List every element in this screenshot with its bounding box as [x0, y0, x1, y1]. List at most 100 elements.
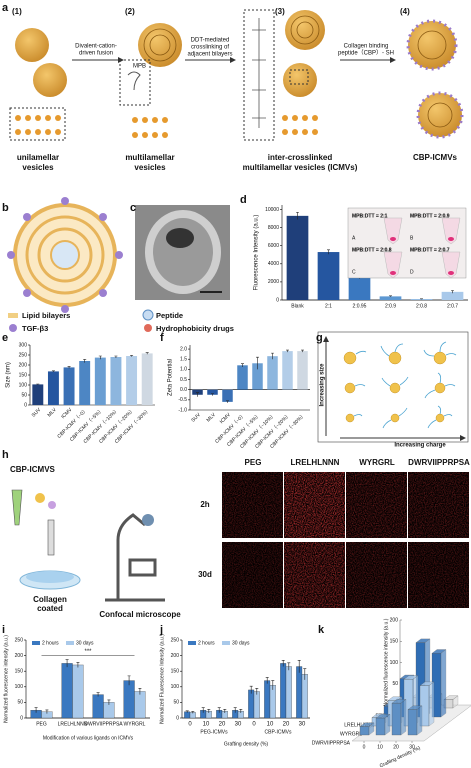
y-axis-label: Size (nm): [6, 362, 12, 388]
error-bar: [98, 355, 102, 360]
tube-pellet: [390, 237, 396, 241]
y-tick-label: 150: [15, 669, 24, 675]
x-tick-label: 10: [203, 722, 210, 728]
bar: [79, 361, 91, 405]
y-tick-label: 250: [19, 352, 28, 358]
error-bar: [297, 659, 301, 673]
bar3d: [375, 713, 391, 736]
step-label: (4): [400, 7, 410, 16]
step-label: (1): [12, 7, 22, 16]
legend-text: 2 hours: [198, 640, 215, 646]
y-tick-label: 0: [20, 715, 23, 721]
label: coated: [37, 604, 63, 613]
x-tick-label: MLV: [47, 407, 59, 419]
confocal-signal: [346, 472, 407, 538]
inset-letter: D: [410, 269, 414, 275]
bar: [410, 299, 433, 300]
x-tick-label: MLV: [206, 412, 218, 424]
bar: [126, 356, 138, 405]
x-tick-label: 20: [393, 744, 399, 750]
column-label: LRELHLNNN: [291, 458, 340, 467]
error-bar: [196, 392, 199, 397]
y-tick-label: 1.0: [180, 367, 187, 373]
error-bar: [303, 668, 307, 680]
x-axis-label: Modification of various ligands on ICMVs: [43, 735, 134, 741]
x-tick-label: 2:0.95: [353, 303, 367, 309]
bar3d-side: [400, 699, 407, 736]
x-tick-label: WYRGRL: [124, 721, 146, 727]
x-axis-label: Grafting density (%): [379, 745, 422, 768]
annotation: ***: [84, 649, 92, 655]
x-tick-label: 30: [299, 722, 306, 728]
tube-pellet: [448, 271, 454, 275]
confocal-signal: [222, 542, 283, 608]
panel-h-art: [11, 489, 165, 602]
tem-image: [135, 205, 230, 300]
legend-text: Lipid bilayers: [22, 311, 70, 320]
y-tick-label: 50: [173, 700, 179, 706]
bar: [222, 389, 233, 402]
legend-swatch: [66, 641, 74, 645]
confocal-signal: [408, 472, 469, 538]
error-bar: [301, 349, 304, 353]
bar3d: [443, 695, 459, 709]
bar: [297, 351, 308, 390]
label: vesicles: [22, 163, 54, 172]
inset-text: MPB:DTT = 2:0.7: [410, 247, 450, 253]
bar3d-front: [359, 726, 370, 736]
y-tick-label: -0.5: [178, 397, 187, 403]
row-label: DWRVIIPPRPSA: [312, 740, 351, 746]
error-bar: [211, 393, 214, 396]
column-label: PEG: [245, 458, 262, 467]
y-tick-label: 250: [171, 637, 180, 643]
error-bar: [271, 680, 275, 690]
error-bar: [138, 688, 142, 695]
error-bar: [451, 290, 454, 294]
error-bar: [130, 355, 134, 357]
group-label: CBP-ICMVs: [265, 729, 292, 735]
label: adjacent bilayers: [187, 52, 232, 58]
panel-label: e: [2, 332, 8, 344]
bar: [32, 384, 44, 405]
x-tick-label: 2:1: [325, 303, 332, 309]
x-tick-label: 20: [283, 722, 290, 728]
confocal-signal: [408, 542, 469, 608]
bar: [269, 685, 276, 719]
x-axis-label: Grafting density (%): [224, 741, 269, 747]
y-tick-label: -1.0: [178, 407, 187, 413]
legend-text: 2 hours: [42, 640, 59, 646]
x-tick-label: LRELHLNNN: [58, 721, 88, 727]
error-bar: [241, 363, 244, 367]
label: unilamellar: [17, 153, 59, 162]
bar: [192, 389, 203, 395]
tube: [441, 217, 461, 245]
inset-text: MPB:DTT = 2:0.8: [352, 247, 392, 253]
label: Collagen: [33, 595, 67, 604]
x-tick-label: 2:0.7: [447, 303, 458, 309]
bar: [348, 275, 371, 300]
h-label: Confocal microscope: [99, 610, 181, 619]
panel-label: g: [316, 332, 323, 344]
bar3d-side: [384, 713, 391, 736]
row-label: 2h: [200, 500, 209, 509]
bar: [110, 357, 122, 405]
y-tick-label: 0.5: [180, 377, 187, 383]
y-tick-label: 50: [17, 700, 23, 706]
bar3d: [359, 722, 375, 736]
bar: [267, 356, 278, 390]
error-bar: [265, 677, 269, 684]
x-tick-label: 10: [377, 744, 383, 750]
bar: [61, 663, 73, 719]
bar: [72, 664, 84, 719]
x-tick-label: Blank: [291, 303, 304, 309]
bar: [237, 365, 248, 390]
error-bar: [255, 688, 259, 695]
legend-text: 30 days: [76, 640, 94, 646]
x-tick-label: 2:0.8: [416, 303, 427, 309]
inset-text: MPB:DTT = 2:1: [352, 213, 388, 219]
label: driven fusion: [79, 51, 113, 57]
column-label: WYRGRL: [359, 458, 395, 467]
confocal-signal: [346, 542, 407, 608]
x-tick-label: 0: [363, 744, 366, 750]
